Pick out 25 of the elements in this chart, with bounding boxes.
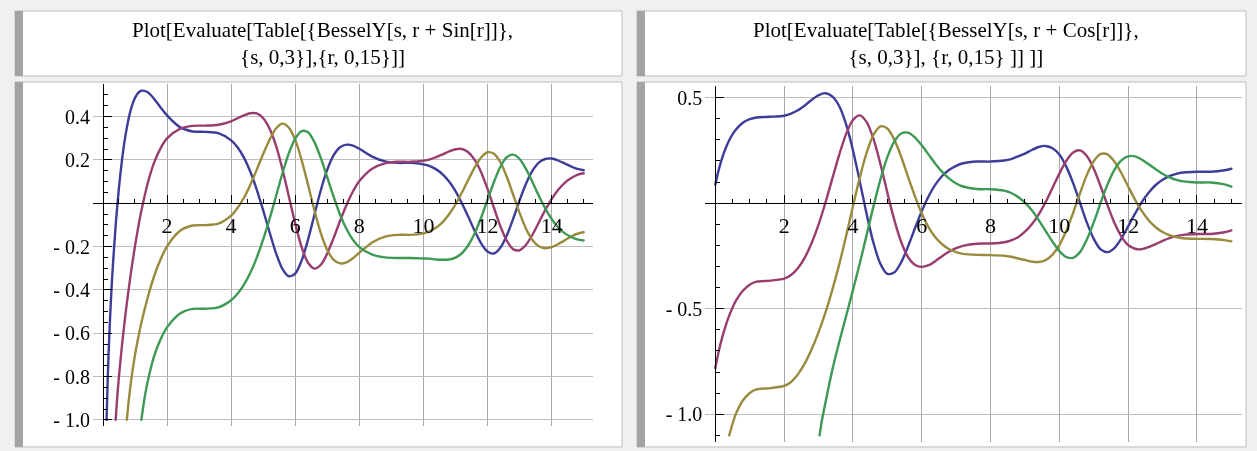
- y-tick-label: - 0.4: [53, 278, 90, 301]
- line-series: [714, 91, 1233, 276]
- chart-title: Plot[Evaluate[Table[{BesselY[s, r + Sin[r]]}, {s, 0,3}],{r, 0,15}]]: [132, 18, 514, 70]
- y-tick-label: - 1.0: [665, 403, 703, 426]
- x-tick-label: 12: [476, 212, 499, 238]
- y-tick-label: - 0.6: [53, 322, 90, 345]
- y-tick-label: - 1.0: [53, 408, 90, 431]
- y-tick-label: - 0.2: [53, 235, 90, 258]
- y-tick-label: - 0.8: [53, 365, 90, 388]
- line-series: [818, 131, 1233, 437]
- x-tick-label: 8: [353, 212, 365, 238]
- x-tick-label: 14: [1185, 212, 1208, 238]
- y-tick-label: - 0.5: [665, 297, 703, 320]
- y-tick-label: 0.2: [64, 148, 90, 171]
- line-series: [728, 125, 1233, 437]
- y-tick-label: 0.5: [677, 86, 703, 109]
- x-tick-label: 6: [916, 212, 928, 238]
- x-tick-label: 2: [161, 212, 173, 238]
- x-tick-label: 2: [778, 212, 790, 238]
- x-tick-label: 4: [225, 212, 237, 238]
- x-tick-label: 10: [412, 212, 435, 238]
- x-tick-label: 8: [985, 212, 997, 238]
- chart-title: Plot[Evaluate[Table[{BesselY[s, r + Cos[r]]}, {s, 0,3}], {r, 0,15} ]] ]]: [753, 18, 1139, 70]
- y-tick-label: 0.4: [64, 105, 90, 128]
- line-series: [714, 114, 1233, 370]
